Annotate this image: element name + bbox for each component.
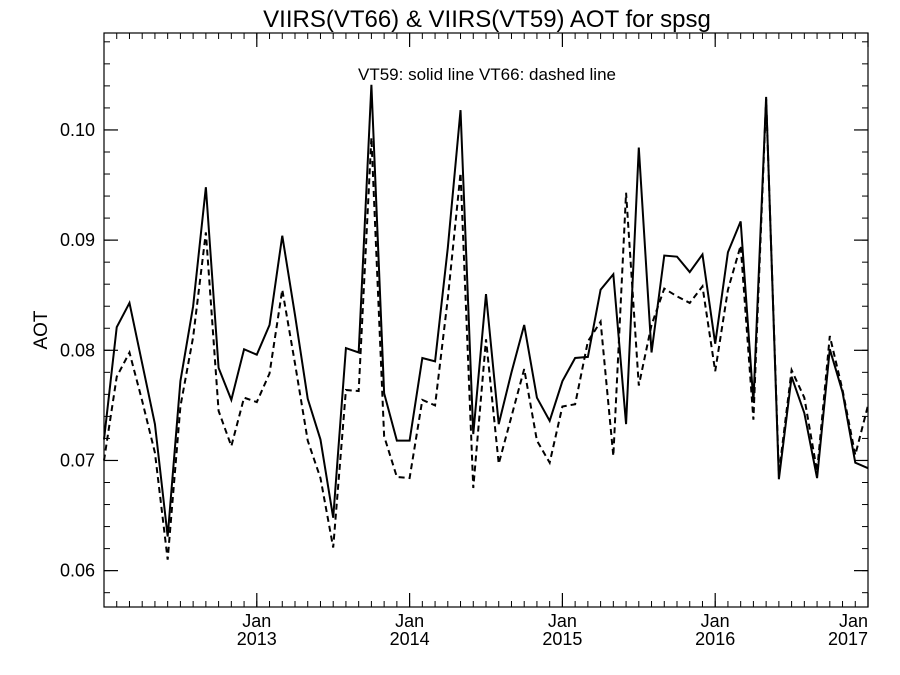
- minor-ticks: [104, 33, 868, 607]
- x-tick-year-label: 2017: [828, 629, 868, 649]
- chart-title: VIIRS(VT66) & VIIRS(VT59) AOT for spsg: [263, 6, 711, 33]
- x-tick-year-label: 2014: [390, 629, 430, 649]
- major-ticks: [104, 33, 869, 607]
- y-tick-label: 0.10: [60, 120, 95, 140]
- plot-frame: [103, 32, 869, 608]
- x-tick-month-label: Jan: [548, 611, 577, 631]
- x-tick-year-label: 2013: [237, 629, 277, 649]
- y-axis-label: AOT: [31, 310, 52, 349]
- y-tick-label: 0.09: [60, 230, 95, 250]
- y-tick-label: 0.07: [60, 450, 95, 470]
- series-annotation: VT59: solid line VT66: dashed line: [358, 65, 616, 84]
- series-line-solid: [103, 84, 869, 537]
- x-tick-month-label: Jan: [839, 611, 868, 631]
- x-tick-year-label: 2015: [542, 629, 582, 649]
- series-lines: [103, 84, 869, 560]
- x-tick-month-label: Jan: [395, 611, 424, 631]
- y-tick-labels: 0.06 0.07 0.08 0.09 0.10: [60, 120, 95, 581]
- series-line-dashed: [103, 99, 869, 560]
- x-tick-month-label: Jan: [701, 611, 730, 631]
- y-tick-label: 0.08: [60, 340, 95, 360]
- y-tick-label: 0.06: [60, 561, 95, 581]
- x-tick-year-label: 2016: [695, 629, 735, 649]
- x-tick-month-label: Jan: [242, 611, 271, 631]
